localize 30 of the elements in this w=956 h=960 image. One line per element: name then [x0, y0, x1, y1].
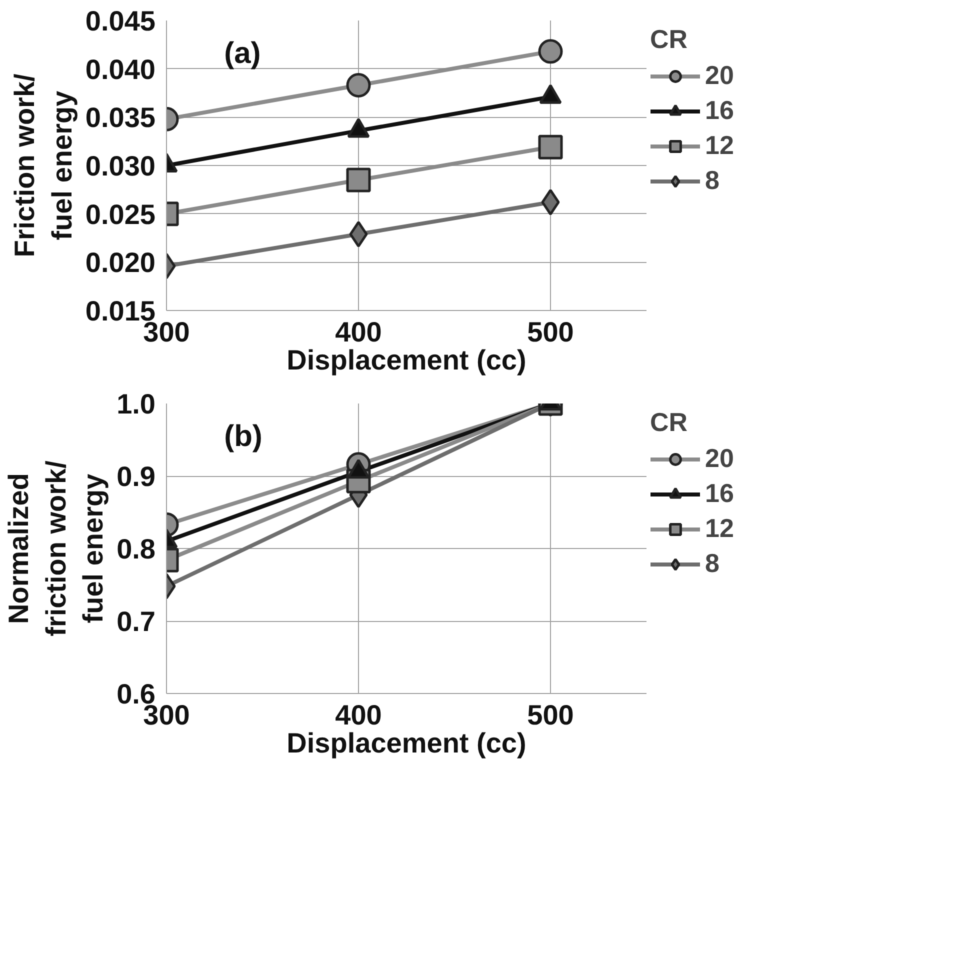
x-tick-label: 400 — [335, 316, 382, 348]
legend-title: CR — [650, 24, 689, 55]
y-tick-label: 1.0 — [116, 388, 156, 420]
y-tick-label: 0.040 — [85, 54, 156, 85]
annotation: (b) — [224, 420, 262, 453]
x-axis-title: Displacement (cc) — [286, 728, 526, 758]
legend-label: 8 — [705, 548, 720, 579]
annotation: (a) — [224, 36, 261, 70]
x-tick-label: 500 — [527, 316, 574, 348]
legend-label: 20 — [705, 443, 734, 474]
y-tick-label: 0.025 — [85, 198, 156, 230]
y-tick-label: 0.045 — [85, 6, 156, 36]
x-axis-title: Displacement (cc) — [286, 344, 526, 376]
y-axis-title: Friction work/ fuel energy — [9, 73, 78, 258]
x-tick-label: 400 — [335, 700, 382, 730]
legend-label: 12 — [705, 513, 734, 544]
y-tick-label: 0.020 — [85, 247, 156, 278]
legend-label: 16 — [705, 95, 734, 126]
x-tick-label: 500 — [527, 700, 574, 730]
y-tick-label: 0.8 — [116, 534, 156, 564]
y-tick-label: 0.7 — [116, 606, 156, 637]
y-tick-label: 0.9 — [116, 461, 156, 492]
y-tick-label: 0.030 — [85, 150, 156, 182]
legend-title: CR — [650, 407, 689, 438]
legend-label: 12 — [705, 130, 734, 161]
y-tick-label: 0.035 — [85, 102, 156, 134]
legend-label: 20 — [705, 60, 734, 91]
y-axis-title: Normalized friction work/ fuel energy — [3, 460, 109, 636]
legend-label: 16 — [705, 478, 734, 509]
legend-label: 8 — [705, 165, 720, 196]
